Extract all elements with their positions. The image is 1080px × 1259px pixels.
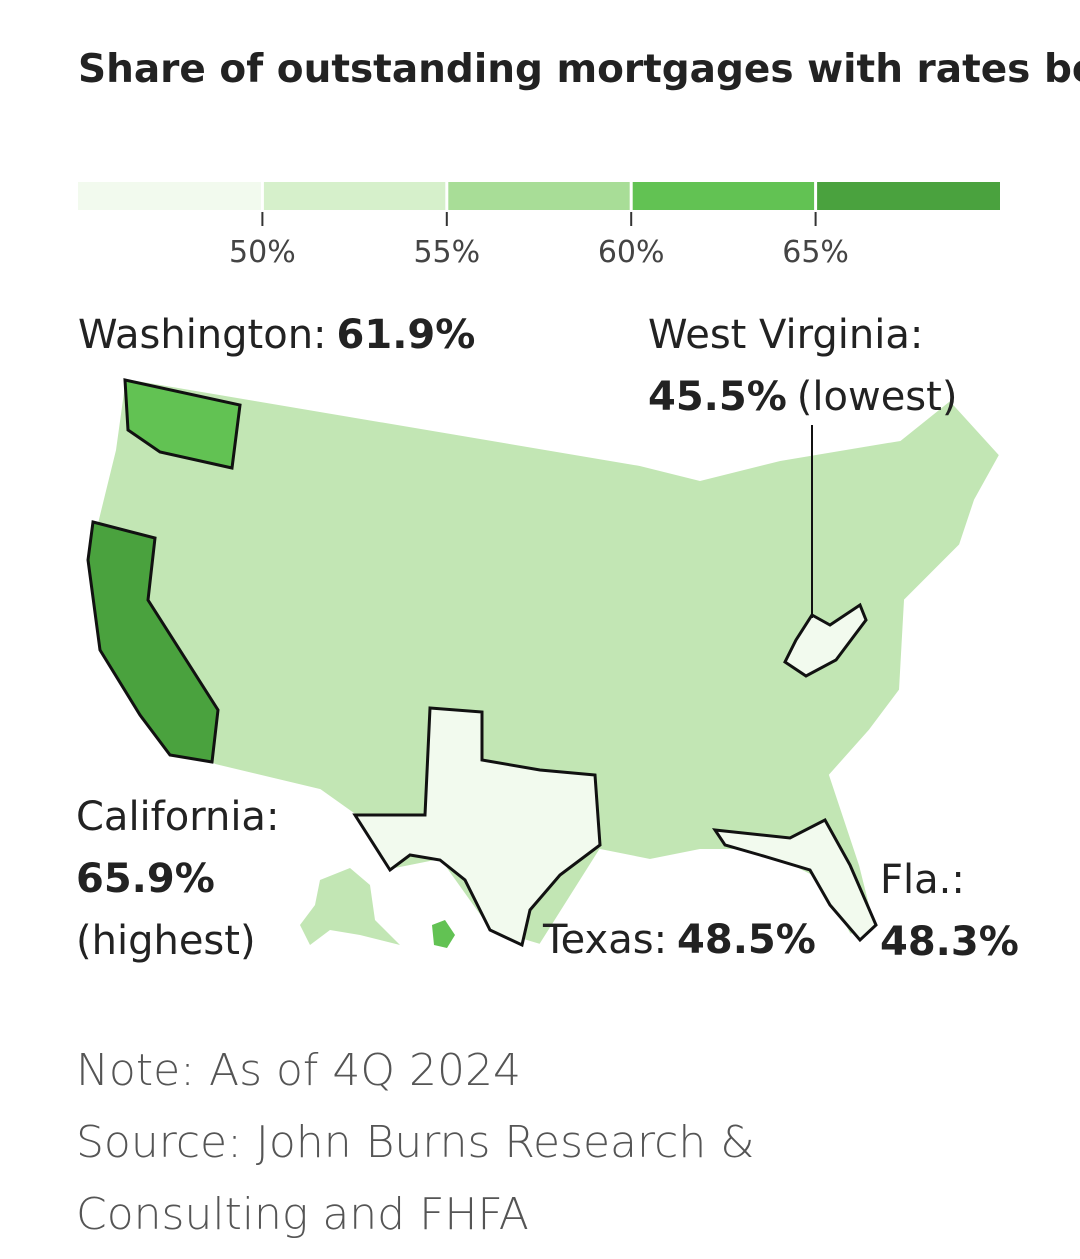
state-name: Texas: [542,917,667,963]
state-value: 65.9% [76,856,215,902]
state-name: Washington: [78,312,327,358]
state-value: 48.5% [677,917,816,963]
source: Source: John Burns Research & Consulting… [76,1117,755,1240]
map-chart: Share of outstanding mortgages with rate… [76,47,1080,965]
state-label: Washington: 61.9% [78,312,475,358]
state-label: West Virginia: [648,312,923,358]
state-name: California: [76,794,279,840]
state-label: California: [76,794,279,840]
alaska [300,868,400,945]
state [711,818,878,943]
state-value: 48.3% [880,919,1019,965]
state-value: 61.9% [337,312,476,358]
legend-swatch [815,182,1000,210]
state-label: 65.9% [76,856,215,902]
legend: 50% 55% 60% 65% [78,182,1000,270]
state-value: 45.5% [648,374,787,420]
legend-tick-label: 60% [598,235,665,270]
title: Share of outstanding mortgages with rate… [78,47,1080,92]
us-outline [86,376,1002,947]
state-name: (highest) [76,918,256,964]
labels: Washington: 61.9% West Virginia: 45.5% (lowe… [76,312,1019,965]
state-label: 45.5% (lowest) [648,374,957,420]
hawaii [432,920,455,948]
map [86,376,1002,948]
note: Note: As of 4Q 2024 [76,1045,521,1096]
legend-tick-label: 65% [782,235,849,270]
legend-tick-label: 55% [413,235,480,270]
legend-tick-label: 50% [229,235,296,270]
state-label: (highest) [76,918,256,964]
legend-swatch [78,182,263,210]
state [783,602,868,678]
state [352,706,602,948]
state-name: (lowest) [797,374,958,420]
legend-swatch [631,182,816,210]
legend-swatch [262,182,447,210]
state-name: Fla.: [880,857,965,903]
state-label: 48.3% [880,919,1019,965]
legend-swatch [446,182,632,210]
state [86,520,220,764]
chart-title: Share of outstanding mortgages with rate… [78,47,1080,92]
footnotes: Note: As of 4Q 2024 Source: John Burns R… [76,1035,976,1251]
state-label: Fla.: [880,857,965,903]
state-label: Texas: 48.5% [542,917,816,963]
state [123,378,242,470]
state-name: West Virginia: [648,312,923,358]
